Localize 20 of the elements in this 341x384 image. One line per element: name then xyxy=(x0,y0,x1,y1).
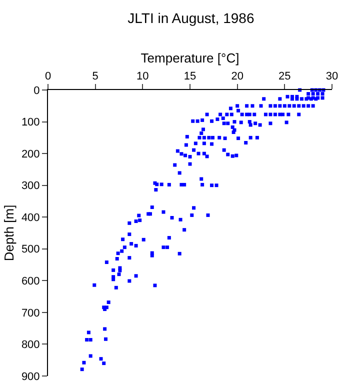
x-tick-label: 25 xyxy=(278,70,291,83)
y-tick-label: 800 xyxy=(21,339,40,352)
x-tick-label: 15 xyxy=(184,70,196,83)
y-tick-label: 400 xyxy=(21,212,40,224)
y-tick-label: 700 xyxy=(21,307,40,320)
y-tick-label: 600 xyxy=(21,276,40,288)
x-tick-label: 20 xyxy=(231,70,244,83)
x-tick-label: 0 xyxy=(44,70,52,83)
x-axis-title: Temperature [°C] xyxy=(140,50,240,66)
x-tick-label: 30 xyxy=(326,70,338,83)
y-tick-label: 300 xyxy=(21,180,40,192)
y-tick-label: 900 xyxy=(21,370,40,383)
chart-title: JLTI in August, 1986 xyxy=(128,10,254,26)
y-tick-label: 500 xyxy=(21,244,40,256)
y-tick-label: 200 xyxy=(21,148,40,160)
y-axis-title: Depth [m] xyxy=(1,204,16,262)
y-tick-label: 100 xyxy=(21,116,40,129)
y-tick-label: 0 xyxy=(34,84,40,97)
x-tick-label: 10 xyxy=(136,70,149,83)
x-tick-label: 5 xyxy=(92,70,98,83)
